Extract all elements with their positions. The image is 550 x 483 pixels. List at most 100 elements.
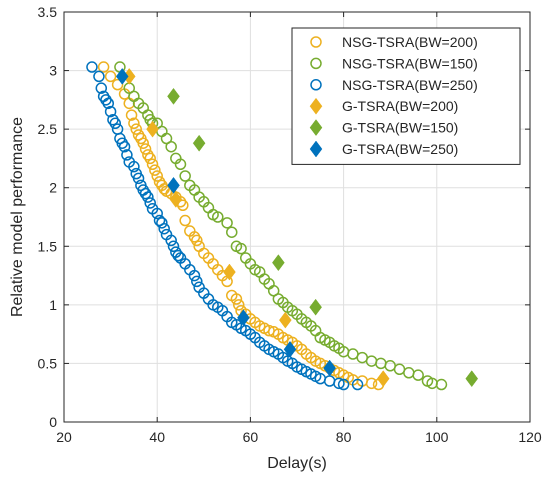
x-tick-label: 80 — [336, 429, 352, 445]
y-tick-label: 3 — [49, 63, 57, 79]
data-point-circle — [109, 117, 122, 130]
legend-label: G-TSRA(BW=200) — [342, 98, 458, 114]
data-point-diamond — [192, 134, 206, 152]
data-point-circle — [212, 211, 224, 223]
series-3 — [86, 61, 364, 391]
data-point-circle — [333, 377, 345, 390]
y-tick-label: 2 — [49, 180, 57, 196]
data-point-diamond — [167, 176, 180, 194]
data-point-circle — [435, 378, 448, 391]
legend-label: NSG-TSRA(BW=150) — [342, 55, 478, 71]
x-axis-title: Delay(s) — [267, 455, 327, 472]
data-point-diamond — [465, 370, 479, 388]
legend-marker — [310, 36, 322, 48]
data-point-circle — [172, 249, 184, 262]
data-point-circle — [188, 269, 201, 282]
data-point-circle — [151, 207, 163, 220]
data-point-circle — [412, 369, 424, 381]
legend-marker — [310, 79, 322, 91]
legend: NSG-TSRA(BW=200) NSG-TSRA(BW=150) NSG-TSRA… — [291, 27, 521, 165]
data-point-circle — [179, 170, 191, 182]
data-point-circle — [365, 377, 378, 390]
data-point-diamond — [115, 68, 129, 85]
data-point-diamond — [323, 359, 336, 377]
data-point-circle — [191, 275, 203, 288]
y-tick-label: 2.5 — [38, 121, 58, 137]
data-point-circle — [191, 234, 203, 247]
series-1 — [97, 61, 385, 391]
y-tick-label: 3.5 — [38, 4, 58, 20]
data-point-diamond — [283, 340, 297, 358]
data-point-circle — [93, 70, 105, 83]
legend-label: G-TSRA(BW=250) — [342, 141, 458, 157]
series-6 — [115, 68, 336, 377]
data-point-diamond — [237, 309, 250, 327]
data-point-circle — [226, 226, 238, 238]
data-point-circle — [149, 164, 161, 176]
data-point-circle — [104, 70, 117, 83]
data-point-circle — [177, 199, 189, 212]
data-point-circle — [144, 197, 156, 209]
legend-label: NSG-TSRA(BW=250) — [342, 77, 478, 93]
data-point-circle — [351, 378, 364, 391]
legend-marker — [309, 97, 323, 115]
data-point-circle — [125, 109, 138, 121]
legend-box — [291, 27, 521, 165]
y-tick-label: 0.5 — [38, 355, 58, 371]
legend-marker — [309, 140, 323, 158]
data-point-circle — [167, 240, 180, 253]
series-5 — [167, 87, 479, 388]
legend-label: G-TSRA(BW=150) — [342, 120, 458, 136]
data-point-diamond — [223, 263, 236, 281]
data-point-circle — [233, 299, 245, 311]
data-point-circle — [144, 152, 156, 165]
data-point-circle — [165, 140, 177, 153]
data-point-circle — [142, 191, 154, 203]
data-point-diamond — [376, 370, 390, 388]
series-4 — [122, 68, 390, 388]
data-point-circle — [139, 143, 152, 155]
legend-label: NSG-TSRA(BW=200) — [342, 34, 478, 50]
legend-marker — [309, 119, 323, 137]
data-point-circle — [128, 160, 140, 173]
legend-item: NSG-TSRA(BW=150) — [310, 55, 478, 71]
legend-item: NSG-TSRA(BW=250) — [310, 77, 478, 93]
x-tick-label: 100 — [425, 429, 449, 445]
data-point-circle — [111, 78, 124, 91]
data-point-circle — [132, 172, 145, 185]
y-tick-label: 1.5 — [38, 238, 58, 254]
data-point-circle — [102, 97, 115, 110]
data-point-circle — [151, 170, 163, 182]
legend-marker — [310, 57, 322, 70]
data-point-circle — [97, 61, 110, 73]
x-tick-label: 120 — [518, 429, 542, 445]
data-point-circle — [337, 378, 350, 391]
data-point-diamond — [279, 311, 292, 329]
legend-item: G-TSRA(BW=250) — [309, 140, 458, 158]
data-point-circle — [158, 222, 170, 235]
axis-ticks: 20 40 60 80 100 120 0 0.5 1 1.5 2 2.5 3 3.5 — [38, 4, 542, 445]
data-point-diamond — [146, 120, 159, 138]
y-axis-title: Relative model performance — [9, 117, 26, 317]
data-point-circle — [235, 242, 247, 255]
x-tick-label: 60 — [243, 429, 259, 445]
y-tick-label: 0 — [49, 414, 57, 430]
plot-area-border — [63, 11, 531, 423]
legend-item: G-TSRA(BW=200) — [309, 97, 458, 115]
data-point-diamond — [169, 191, 183, 208]
x-tick-label: 20 — [56, 429, 72, 445]
data-point-circle — [179, 214, 191, 227]
data-point-diamond — [272, 254, 285, 272]
legend-item: NSG-TSRA(BW=200) — [310, 34, 478, 50]
data-point-circle — [86, 61, 98, 73]
data-point-circle — [221, 217, 233, 229]
data-point-circle — [128, 117, 140, 130]
data-points — [86, 61, 479, 391]
x-tick-label: 40 — [149, 429, 165, 445]
data-point-circle — [156, 217, 168, 229]
data-point-circle — [121, 149, 133, 161]
data-point-circle — [104, 105, 117, 118]
y-tick-label: 1 — [49, 297, 57, 313]
data-point-circle — [130, 123, 142, 135]
